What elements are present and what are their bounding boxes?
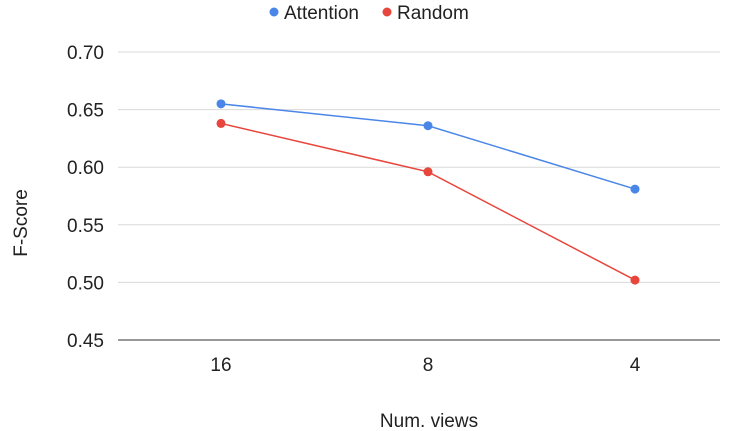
x-tick-label: 8: [423, 355, 434, 376]
data-point-random: [630, 275, 640, 285]
legend-label-attention: Attention: [284, 3, 359, 24]
y-tick-labels: 0.70 0.65 0.60 0.55 0.50 0.45: [67, 43, 104, 352]
data-point-random: [423, 167, 433, 177]
legend-marker-random: [382, 7, 392, 17]
series-lines: [220, 103, 636, 281]
gridlines: [118, 51, 720, 341]
series-line-random: [220, 122, 636, 281]
legend: Attention Random: [269, 3, 469, 24]
y-tick-label: 0.60: [67, 158, 104, 179]
x-tick-label: 16: [210, 355, 231, 376]
data-point-attention: [630, 184, 640, 194]
data-point-attention: [423, 121, 433, 131]
y-tick-label: 0.45: [67, 331, 104, 352]
x-tick-labels: 16 8 4: [210, 355, 640, 376]
y-tick-label: 0.50: [67, 273, 104, 294]
y-axis-title: F-Score: [11, 189, 32, 257]
series-points: [216, 99, 640, 285]
legend-label-random: Random: [397, 3, 469, 24]
y-tick-label: 0.55: [67, 216, 104, 237]
data-point-attention: [216, 99, 226, 109]
data-point-random: [216, 118, 226, 128]
y-tick-label: 0.65: [67, 101, 104, 122]
x-axis-title: Num. views: [380, 411, 478, 431]
x-tick-label: 4: [630, 355, 641, 376]
legend-marker-attention: [269, 7, 279, 17]
y-tick-label: 0.70: [67, 43, 104, 64]
